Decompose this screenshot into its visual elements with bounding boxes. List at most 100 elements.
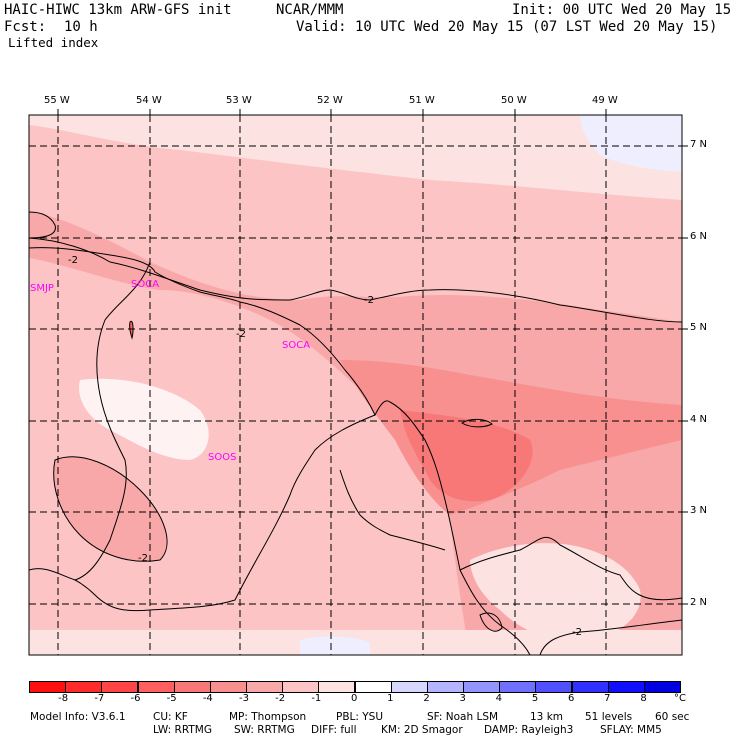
contour-label: -2 [236,329,246,340]
positive-patch-s [300,636,370,655]
footer-resolution: 13 km [530,711,564,723]
lon-label: 55 W [44,95,70,106]
shading-layer [29,115,682,655]
lon-label: 54 W [136,95,162,106]
colorbar-unit: °C [674,693,686,704]
lat-label: 4 N [690,414,708,425]
map-frame [28,114,683,656]
footer-cu: CU: KF [153,711,188,723]
colorbar-label: 6 [568,693,575,704]
station-label: SOCA [131,279,160,290]
contour-label: -2 [572,627,582,638]
colorbar-swatch [65,681,103,693]
light-band-north [29,115,682,200]
colorbar-swatch [209,681,247,693]
contour-minus2-north [29,237,682,323]
contour-label: -2 [364,295,374,306]
coastal-band [29,212,682,655]
colorbar-label: 4 [495,693,503,704]
colorbar-swatch [643,681,681,693]
footer-damp: DAMP: Rayleigh3 [484,724,574,736]
colorbar-label: 3 [459,693,466,704]
lon-label: 49 W [592,95,618,106]
island-coast [479,612,503,632]
footer-timestep: 60 sec [655,711,690,723]
contour-minus2-se [539,619,682,655]
colorbar-label: -6 [130,693,141,704]
lat-label: 3 N [690,505,708,516]
colorbar-swatch [571,681,609,693]
colorbar-swatch [137,681,175,693]
lon-label: 52 W [317,95,343,106]
colorbar-swatch [535,681,573,693]
colorbar-label: -1 [311,693,322,704]
init-time: Init: 00 UTC Wed 20 May 15 [512,2,732,18]
colorbar-label: 2 [423,693,430,704]
colorbar-swatch [173,681,211,693]
lon-label: 50 W [501,95,527,106]
colorbar-label: -2 [275,693,286,704]
colorbar-swatch [426,681,464,693]
station-label: SOCA [282,340,311,351]
footer-pbl: PBL: YSU [336,711,384,723]
colorbar-swatch [354,681,392,693]
colorbar-label: -4 [202,693,213,704]
colorbar-label: 0 [351,693,358,704]
right-ticks [682,145,688,605]
core-shade-max [400,410,533,502]
footer-mp: MP: Thompson [229,711,307,723]
graticule [29,115,682,655]
dark-patch-sw [53,456,168,562]
boundaries-layer [29,211,682,655]
contour-label: -2 [138,553,148,564]
footer-diff: DIFF: full [311,724,357,736]
colorbar-label: -7 [94,693,105,704]
colorbar-swatch [607,681,645,693]
contour-minus2-nw [29,211,56,239]
field-name: Lifted index [8,35,99,50]
colorbar-swatch [29,681,67,693]
contour-small-cell [129,320,134,340]
colorbar-label: 8 [640,693,647,704]
lat-label: 7 N [690,139,708,150]
lon-label: 51 W [409,95,435,106]
pale-patch-west [79,378,209,460]
border-interior [339,469,446,551]
footer-sflay: SFLAY: MM5 [600,724,662,736]
colorbar-label: 5 [531,693,539,704]
border-suriname-guiana [74,414,376,612]
lon-label: 53 W [226,95,252,106]
colorbar-label: -3 [239,693,249,704]
organization: NCAR/MMM [276,2,344,18]
contour-label: -2 [68,255,78,266]
footer-lw: LW: RRTMG [153,724,212,736]
forecast-label: Fcst: [4,19,47,35]
colorbar-swatch [318,681,356,693]
model-title: HAIC-HIWC 13km ARW-GFS init [4,2,232,18]
forecast-hour: 10 h [64,19,98,35]
contour-minus4-cell [461,418,493,428]
pale-patch-se [470,543,641,641]
colorbar-swatch [463,681,501,693]
lat-label: 5 N [690,322,708,333]
station-label: SMJP [30,283,54,294]
colorbar-swatch [499,681,537,693]
lat-label: 6 N [690,231,708,242]
colorbar-label: 7 [604,693,611,704]
lat-label: 2 N [690,597,708,608]
footer-levels: 51 levels [585,711,633,723]
contour-minus2-sw [53,456,168,562]
footer-model-info: Model Info: V3.6.1 [30,711,126,723]
colorbar-label: 1 [387,693,394,704]
colorbar-swatch [246,681,284,693]
station-label: SOOS [208,452,237,463]
colorbar-swatch [282,681,320,693]
colorbar-label: -5 [166,693,177,704]
footer-sf: SF: Noah LSM [427,711,499,723]
footer-sw: SW: RRTMG [234,724,295,736]
colorbar-swatch [101,681,139,693]
colorbar-swatch [390,681,428,693]
valid-time: Valid: 10 UTC Wed 20 May 15 (07 LST Wed … [296,19,718,35]
top-ticks [57,109,607,115]
